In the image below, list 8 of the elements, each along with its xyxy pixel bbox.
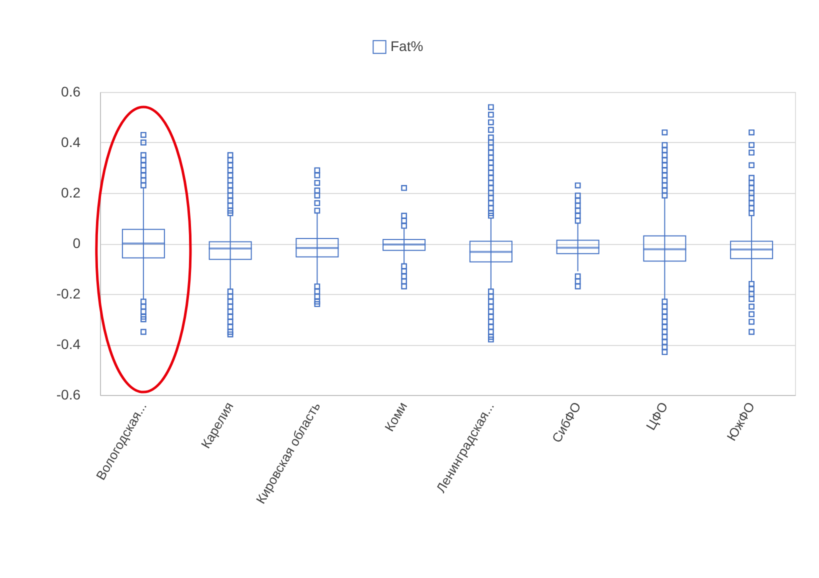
y-tick-label: 0 [72,235,81,251]
y-tick-label: -0.6 [56,386,81,402]
y-tick-label: -0.2 [56,286,81,302]
y-tick-label: -0.4 [56,336,81,352]
y-tick-label: 0.4 [61,134,81,150]
legend-label: Fat% [390,38,424,54]
y-tick-label: 0.2 [61,184,81,200]
y-tick-label: 0.6 [61,84,81,100]
